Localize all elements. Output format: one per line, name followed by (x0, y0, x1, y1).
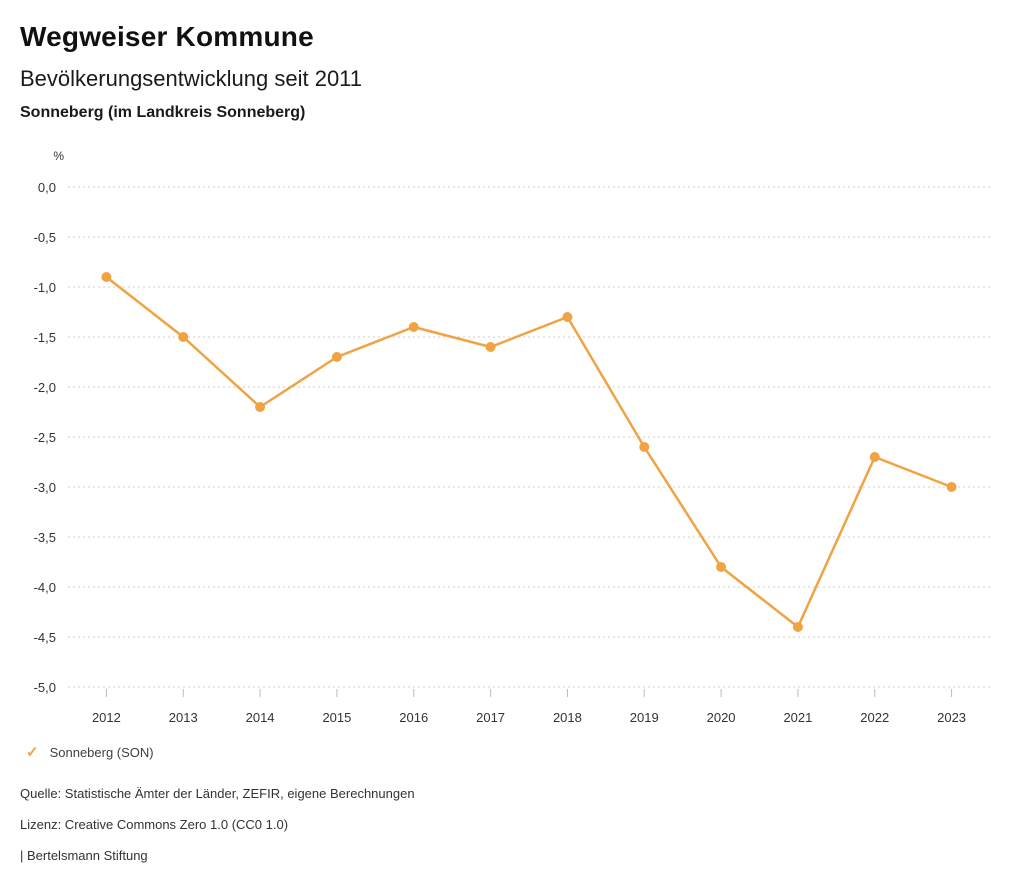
data-point-2013[interactable] (178, 332, 189, 342)
y-axis-tick-label: 0,0 (38, 180, 56, 195)
x-axis-tick-label: 2020 (707, 710, 736, 725)
data-point-2019[interactable] (639, 442, 650, 452)
legend-label: Sonneberg (SON) (49, 745, 154, 760)
x-axis-tick-label: 2012 (92, 710, 121, 725)
license-text: Lizenz: Creative Commons Zero 1.0 (CC0 1… (20, 817, 289, 832)
data-point-2017[interactable] (485, 342, 496, 352)
y-axis-tick-label: -1,0 (34, 280, 56, 295)
x-axis-tick-label: 2023 (937, 710, 966, 725)
chart-title: Bevölkerungsentwicklung seit 2011 (20, 66, 363, 91)
data-point-2014[interactable] (255, 402, 266, 412)
data-point-2012[interactable] (101, 272, 112, 282)
population-line-chart-svg: % 0,0 -0,5 -1,0 -1,5 -2,0 -2,5 -3,0 -3,5 -4,0 -4,5… (34, 149, 990, 725)
x-axis-tick-label: 2013 (169, 710, 198, 725)
data-point-2020[interactable] (716, 562, 727, 572)
y-axis-tick-label: -2,5 (34, 430, 56, 445)
series-line (105, 275, 953, 629)
x-axis-tick-label: 2016 (399, 710, 428, 725)
y-axis-tick-label: -5,0 (34, 680, 56, 695)
x-axis-tick-label: 2019 (630, 710, 659, 725)
x-axis-tick-label: 2022 (860, 710, 889, 725)
x-axis-tick-label: 2018 (553, 710, 582, 725)
data-point-2016[interactable] (408, 322, 419, 332)
x-axis-tick-label: 2017 (476, 710, 505, 725)
y-axis-tick-label: -4,5 (34, 630, 56, 645)
y-axis-tick-label: -3,0 (34, 480, 56, 495)
data-point-2018[interactable] (562, 312, 573, 322)
legend-item-sonneberg[interactable]: ✓ Sonneberg (SON) (26, 745, 154, 760)
y-axis-tick-label: -1,5 (34, 330, 56, 345)
y-axis-unit-label: % (53, 149, 64, 163)
legend-check-icon: ✓ (26, 744, 39, 761)
brand-title: Wegweiser Kommune (20, 21, 314, 52)
data-point-2021[interactable] (792, 622, 803, 632)
x-axis-tick-label: 2021 (783, 710, 812, 725)
x-axis-tick-label: 2015 (322, 710, 351, 725)
chart-region-subtitle: Sonneberg (im Landkreis Sonneberg) (20, 104, 306, 121)
x-axis-tick-label: 2014 (246, 710, 275, 725)
y-axis-tick-label: -0,5 (34, 230, 56, 245)
y-axis-tick-label: -3,5 (34, 530, 56, 545)
data-point-2023[interactable] (946, 482, 957, 492)
y-axis-tick-label: -2,0 (34, 380, 56, 395)
attribution-text: | Bertelsmann Stiftung (20, 848, 148, 863)
population-line-chart: % 0,0 -0,5 -1,0 -1,5 -2,0 -2,5 -3,0 -3,5 -4,0 -4,5… (0, 140, 1024, 740)
data-point-2015[interactable] (331, 352, 342, 362)
y-axis-tick-label: -4,0 (34, 580, 56, 595)
source-text: Quelle: Statistische Ämter der Länder, Z… (20, 786, 415, 801)
data-point-2022[interactable] (869, 452, 880, 462)
